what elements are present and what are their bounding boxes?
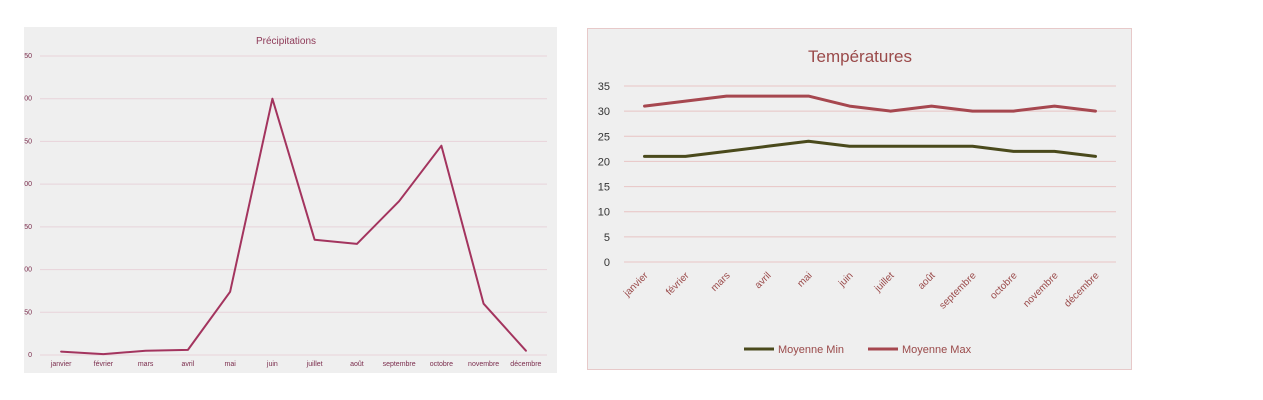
y-tick-label: 200 <box>24 181 32 188</box>
x-tick-label: octobre <box>988 270 1020 302</box>
series-line <box>643 139 1097 158</box>
y-tick-label: 0 <box>28 352 32 359</box>
y-tick-label: 50 <box>24 309 32 316</box>
x-tick-label: décembre <box>1062 270 1102 310</box>
y-tick-label: 350 <box>24 53 32 60</box>
x-tick-label: janvier <box>50 361 72 368</box>
x-tick-label: avril <box>181 361 194 368</box>
y-tick-label: 35 <box>598 81 610 93</box>
y-tick-label: 30 <box>598 106 610 118</box>
y-tick-label: 5 <box>604 232 610 244</box>
x-tick-label: décembre <box>510 361 541 368</box>
x-tick-label: février <box>664 270 692 298</box>
x-tick-label: janvier <box>621 270 651 300</box>
y-tick-label: 15 <box>598 182 610 194</box>
precipitation-chart-svg: Précipitations 0 50 100 150 200 250 300 350 janvi… <box>24 36 547 368</box>
y-tick-label: 25 <box>598 131 610 143</box>
x-tick-label: septembre <box>383 361 416 368</box>
y-tick-label: 150 <box>24 224 32 231</box>
x-tick-label: juin <box>836 270 856 290</box>
x-tick-label: juillet <box>872 270 897 295</box>
legend-label: Moyenne Max <box>902 344 972 356</box>
series-line <box>60 97 527 356</box>
temperature-chart-svg: Températures 0 5 10 15 20 25 30 35 janvier février… <box>598 47 1116 356</box>
x-tick-label: mai <box>795 270 814 289</box>
x-tick-label: août <box>350 361 364 368</box>
x-tick-label: septembre <box>937 270 978 311</box>
temperature-chart: Températures 0 5 10 15 20 25 30 35 janvier février… <box>587 28 1132 370</box>
x-tick-label: août <box>916 270 938 292</box>
series-line <box>643 94 1097 113</box>
x-tick-label: octobre <box>430 361 453 368</box>
x-tick-label: mars <box>709 270 733 294</box>
precipitation-chart: Précipitations 0 50 100 150 200 250 300 350 janvi… <box>24 27 557 373</box>
x-tick-label: février <box>94 361 114 368</box>
x-tick-label: mars <box>138 361 154 368</box>
y-tick-label: 10 <box>598 207 610 219</box>
y-tick-label: 100 <box>24 267 32 274</box>
x-tick-label: novembre <box>468 361 499 368</box>
x-tick-label: juillet <box>306 361 323 368</box>
chart-title: Précipitations <box>256 36 316 47</box>
x-tick-label: juin <box>266 361 278 368</box>
y-tick-label: 20 <box>598 156 610 168</box>
x-tick-label: novembre <box>1021 270 1061 310</box>
x-tick-label: mai <box>224 361 236 368</box>
y-tick-label: 300 <box>24 96 32 103</box>
x-tick-label: avril <box>753 270 774 291</box>
legend-label: Moyenne Min <box>778 344 844 356</box>
y-tick-label: 0 <box>604 257 610 269</box>
chart-title: Températures <box>808 47 912 66</box>
y-tick-label: 250 <box>24 138 32 145</box>
